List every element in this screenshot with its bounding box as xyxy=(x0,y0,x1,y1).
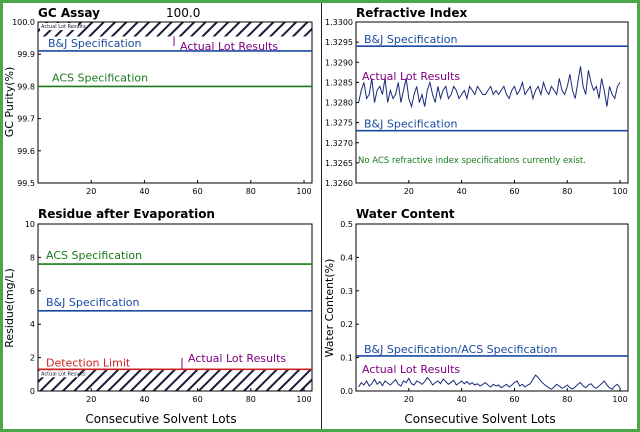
ri-ytick-label: 1.3265 xyxy=(325,159,353,168)
xlabel-right: Consecutive Solvent Lots xyxy=(404,412,555,426)
gc-xtick-label: 40 xyxy=(139,187,149,196)
ri-ytick-label: 1.3295 xyxy=(325,38,353,47)
res-xtick-label: 100 xyxy=(296,395,311,404)
gc-ytick-label: 99.7 xyxy=(17,115,35,124)
res-xtick-label: 80 xyxy=(246,395,256,404)
res-ytick-label: 8 xyxy=(30,253,35,262)
wc-xtick-label: 40 xyxy=(457,395,467,404)
ri-ytick-label: 1.3260 xyxy=(325,179,353,188)
res-xtick-label: 60 xyxy=(193,395,203,404)
ri-ytick-label: 1.3270 xyxy=(325,139,353,148)
gc-spec-label: ACS Specification xyxy=(52,71,148,84)
gc-band-label: Actual Lot Results xyxy=(41,24,86,30)
ri-series-line xyxy=(358,66,621,109)
wc-annotation: Actual Lot Results xyxy=(362,363,460,376)
res-ytick-label: 6 xyxy=(30,287,35,296)
res-ytick-label: 2 xyxy=(30,354,35,363)
gc-spec-label: B&J Specification xyxy=(48,37,142,50)
res-spec-label: B&J Specification xyxy=(46,296,140,309)
res-result-band xyxy=(38,369,312,391)
res-spec-label: ACS Specification xyxy=(46,249,142,262)
res-ytick-label: 10 xyxy=(25,220,35,229)
wc-spec-label: B&J Specification/ACS Specification xyxy=(364,343,557,356)
wc-ytick-label: 0.2 xyxy=(340,320,353,329)
res-band-label-bg xyxy=(40,370,78,378)
wc-ytick-label: 0.1 xyxy=(340,354,353,363)
wc-series-line xyxy=(358,374,621,390)
gc-plot: Actual Lot Results 100.0 99.9 99.8 99.7 99.6 9… xyxy=(12,18,313,196)
gc-xtick-label: 80 xyxy=(246,187,256,196)
gc-ytick-label: 99.8 xyxy=(17,82,35,91)
res-band-label: Actual Lot Results xyxy=(41,371,86,377)
res-xtick-label: 20 xyxy=(86,395,96,404)
ri-spec-label: B&J Specification xyxy=(364,33,458,46)
wc-ytick-label: 0.3 xyxy=(340,287,353,296)
wc-plot: 0.5 0.4 0.3 0.2 0.1 0.0 20 40 60 80 100 B&J Specifi… xyxy=(340,220,629,404)
wc-xtick-label: 20 xyxy=(404,395,414,404)
gc-ytick-label: 99.6 xyxy=(17,147,35,156)
res-ytick-label: 4 xyxy=(30,320,35,329)
gc-xtick-label: 100 xyxy=(296,187,311,196)
wc-axes xyxy=(355,223,629,392)
ri-xtick-label: 60 xyxy=(509,187,519,196)
gc-axes xyxy=(37,21,313,184)
ri-annotation: Actual Lot Results xyxy=(362,70,460,83)
res-ylabel: Residue(mg/L) xyxy=(3,268,16,348)
wc-title: Water Content xyxy=(356,207,455,221)
gc-xtick-label: 20 xyxy=(86,187,96,196)
ri-plot: 1.3300 1.3295 1.3290 1.3285 1.3280 1.3275 1.32… xyxy=(325,18,629,196)
gc-ytick-label: 99.5 xyxy=(17,179,35,188)
ri-ytick-label: 1.3300 xyxy=(325,18,353,27)
gc-top-value: 100.0 xyxy=(166,6,200,20)
gc-xtick-label: 60 xyxy=(193,187,203,196)
res-xtick-label: 40 xyxy=(139,395,149,404)
gc-result-band xyxy=(38,22,312,37)
vertical-divider xyxy=(321,3,322,429)
ri-title: Refractive Index xyxy=(356,6,467,20)
wc-xtick-label: 100 xyxy=(612,395,627,404)
ri-xtick-label: 20 xyxy=(404,187,414,196)
wc-xtick-label: 60 xyxy=(509,395,519,404)
gc-ylabel: GC Purity(%) xyxy=(3,67,16,138)
res-spec-label: Detection Limit xyxy=(46,356,131,369)
ri-ytick-label: 1.3285 xyxy=(325,78,353,87)
gc-band-label-bg xyxy=(40,23,78,30)
xlabel-left: Consecutive Solvent Lots xyxy=(85,412,236,426)
wc-ytick-label: 0.5 xyxy=(340,220,353,229)
ri-ytick-label: 1.3280 xyxy=(325,99,353,108)
gc-annotation: Actual Lot Results xyxy=(180,40,278,53)
ri-xtick-label: 80 xyxy=(562,187,572,196)
wc-ylabel: Water Content(%) xyxy=(323,259,336,358)
ri-note: No ACS refractive index specifications c… xyxy=(358,156,586,166)
res-annotation: Actual Lot Results xyxy=(188,352,286,365)
gc-ytick-label: 99.9 xyxy=(17,50,35,59)
res-ytick-label: 0 xyxy=(30,387,35,396)
wc-xtick-label: 80 xyxy=(562,395,572,404)
wc-ytick-label: 0.0 xyxy=(340,387,353,396)
ri-xtick-label: 40 xyxy=(457,187,467,196)
gc-ytick-label: 100.0 xyxy=(12,18,35,27)
ri-spec-label: B&J Specification xyxy=(364,118,458,131)
res-title: Residue after Evaporation xyxy=(38,207,215,221)
ri-xtick-label: 100 xyxy=(612,187,627,196)
wc-ytick-label: 0.4 xyxy=(340,253,353,262)
ri-ytick-label: 1.3290 xyxy=(325,58,353,67)
res-axes xyxy=(37,223,313,392)
gc-title: GC Assay xyxy=(38,6,100,20)
ri-ytick-label: 1.3275 xyxy=(325,119,353,128)
